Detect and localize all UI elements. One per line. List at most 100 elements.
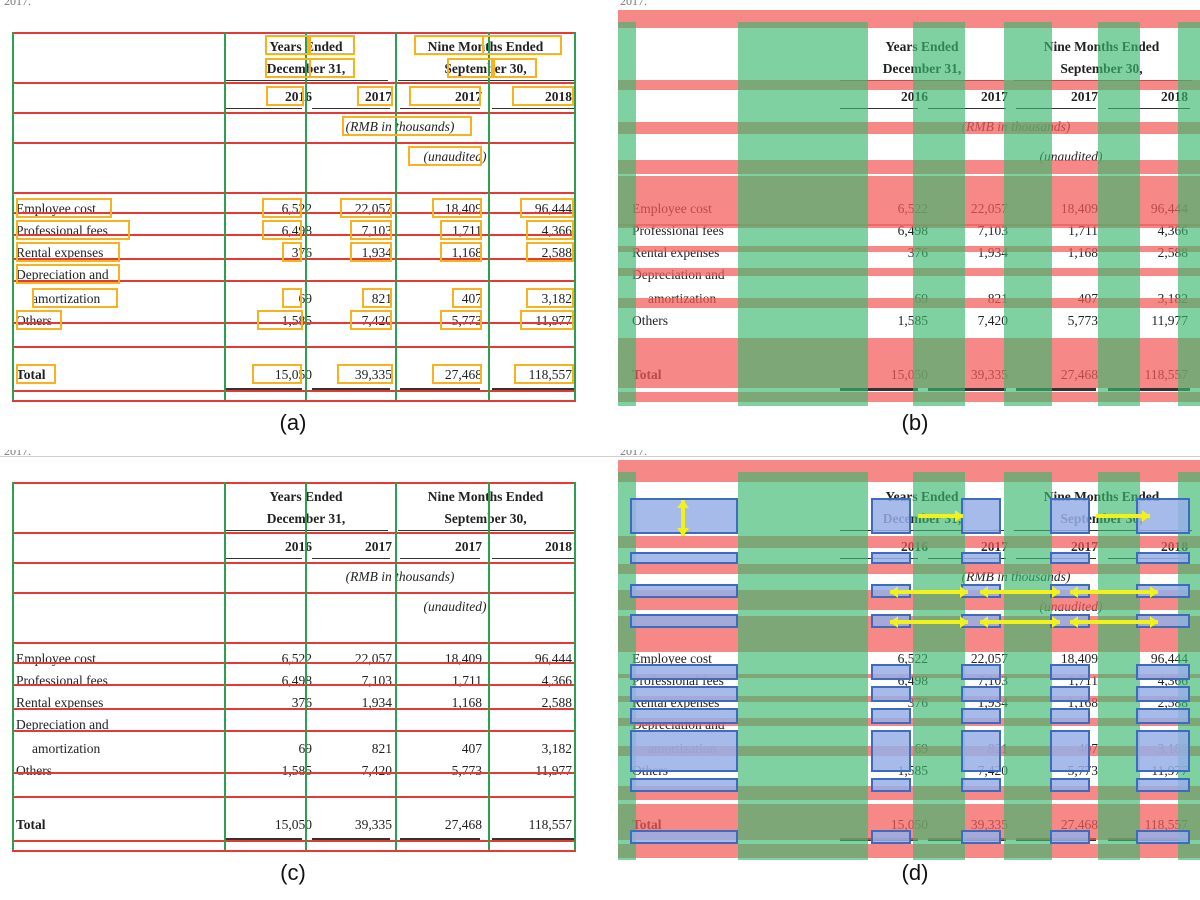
- detected-cell: [630, 708, 738, 724]
- detected-cell: [1050, 498, 1090, 534]
- row-label: Depreciation and: [16, 267, 109, 282]
- column-band: [738, 472, 868, 860]
- detected-cell: [871, 830, 911, 844]
- word-bounding-box: [512, 86, 574, 106]
- panel: 2017. (a) Years Ended December 31, Nine Mont…: [0, 0, 600, 450]
- row-separator-line: [12, 772, 576, 774]
- word-bounding-box: [482, 35, 562, 55]
- column-separator-line: [574, 482, 576, 850]
- year-underline: [1016, 108, 1096, 109]
- word-bounding-box: [447, 58, 493, 78]
- detected-cell: [961, 708, 1001, 724]
- row-separator-line: [12, 390, 576, 392]
- word-bounding-box: [414, 35, 484, 55]
- word-bounding-box: [350, 220, 392, 240]
- row-value: 5,773: [1067, 313, 1098, 328]
- row-value: 407: [461, 291, 482, 306]
- arrow-head: [960, 616, 968, 628]
- word-bounding-box: [526, 220, 574, 240]
- row-value: 22,057: [970, 651, 1008, 666]
- year-underline: [400, 108, 480, 109]
- word-bounding-box: [16, 264, 120, 284]
- word-bounding-box: [262, 220, 302, 240]
- row-separator-line: [12, 32, 576, 34]
- row-value: 2,588: [541, 695, 572, 710]
- merge-arrows: [677, 500, 1158, 628]
- column-separator-line: [305, 482, 307, 850]
- column-separator-line: [224, 482, 226, 850]
- header-underline: [398, 80, 576, 81]
- column-band: [913, 472, 965, 860]
- detected-cell: [1050, 552, 1090, 564]
- row-value: 4,366: [541, 673, 572, 688]
- word-bounding-box: [16, 198, 112, 218]
- row-band: [618, 298, 1200, 308]
- word-bounding-box: [514, 364, 574, 384]
- total-double-underline: [928, 388, 1006, 391]
- panel-separator: [0, 456, 1200, 457]
- row-separator-line: [12, 562, 576, 564]
- row-band: [618, 224, 1200, 228]
- word-bounding-box: [282, 288, 302, 308]
- row-value: 1,585: [281, 763, 312, 778]
- column-band: [1004, 22, 1052, 406]
- column-separator-line: [574, 32, 576, 400]
- word-bounding-box: [340, 198, 392, 218]
- row-separator-line: [12, 482, 576, 484]
- row-separator-line: [12, 234, 576, 236]
- detected-cell: [961, 830, 1001, 844]
- year-underline: [840, 108, 918, 109]
- row-label: Others: [632, 313, 668, 328]
- arrow-head: [955, 510, 963, 522]
- detected-cell: [871, 686, 911, 702]
- word-bounding-box: [440, 310, 482, 330]
- detected-cell: [630, 730, 738, 772]
- row-label-continued: amortization: [32, 741, 101, 756]
- header-year: 2017: [455, 539, 482, 554]
- row-value: 1,168: [451, 695, 482, 710]
- detected-cell: [630, 552, 738, 564]
- unit-note: (RMB in thousands): [345, 119, 455, 134]
- column-separator-line: [305, 32, 307, 400]
- total-double-underline: [312, 388, 390, 391]
- detected-cell: [1136, 830, 1190, 844]
- word-bounding-box: [432, 364, 482, 384]
- word-bounding-box: [282, 242, 302, 262]
- total-double-underline: [1016, 388, 1096, 391]
- detected-cell: [630, 584, 738, 598]
- word-bounding-box: [262, 198, 302, 218]
- detected-cell: [1136, 686, 1190, 702]
- detected-cell: [630, 686, 738, 702]
- detected-cell: [871, 730, 911, 772]
- row-label: Total: [16, 817, 46, 832]
- row-value: 39,335: [354, 817, 392, 832]
- row-separator-line: [12, 82, 576, 84]
- row-value: 6,522: [281, 651, 312, 666]
- row-separator-line: [12, 840, 576, 842]
- row-band: [618, 268, 1200, 276]
- panel: 2017. (c) Years Ended December 31, Nine Mont…: [0, 450, 600, 900]
- word-bounding-box: [526, 242, 574, 262]
- detected-cell: [871, 778, 911, 792]
- row-separator-line: [12, 532, 576, 534]
- header-year: 2018: [545, 539, 572, 554]
- year-underline: [224, 558, 302, 559]
- total-double-underline: [492, 838, 574, 841]
- detected-cell: [871, 664, 911, 680]
- row-value: 1,168: [451, 245, 482, 260]
- arrow-head: [980, 616, 988, 628]
- arrow-head: [890, 616, 898, 628]
- row-separator-line: [12, 850, 576, 852]
- header-year: 2018: [545, 89, 572, 104]
- word-bounding-box: [265, 58, 311, 78]
- detected-cell: [961, 778, 1001, 792]
- year-underline: [1108, 108, 1190, 109]
- detected-cell: [1136, 730, 1190, 772]
- arrow-head: [1052, 586, 1060, 598]
- row-label: Others: [16, 313, 52, 328]
- header-year: 2017: [455, 89, 482, 104]
- word-bounding-box: [362, 288, 392, 308]
